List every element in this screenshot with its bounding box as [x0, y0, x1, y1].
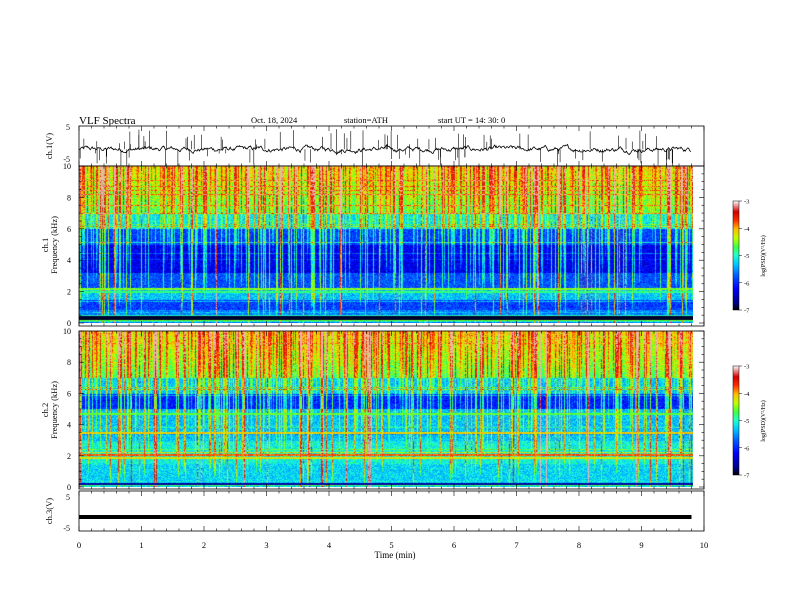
- ch1-colorbar: [732, 200, 740, 311]
- ch1-frame: [78, 125, 705, 167]
- ch2-spectrogram-canvas: [79, 331, 693, 487]
- ch3-ticks: [78, 491, 705, 531]
- ch2-colorbar-ticks: -3 -4 -5 -6 -7: [739, 364, 750, 480]
- ch1-spectrogram-ticks: [78, 165, 705, 326]
- time-tick-label: 4: [327, 540, 332, 550]
- time-tick-label: 6: [452, 540, 456, 550]
- colorbar-tick-label: -7: [744, 473, 750, 480]
- ch1-ylabel: ch.1(V): [44, 133, 54, 159]
- ch1-colorbar-label: log(PSD)(V²/Hz): [760, 235, 767, 276]
- ch1-ticks: [78, 126, 705, 166]
- time-tick-label: 1: [139, 540, 143, 550]
- ch2-spectrogram-ticks: [78, 330, 705, 489]
- colorbar-tick-label: -3: [744, 199, 749, 206]
- ch1-spectrogram-canvas: [79, 166, 693, 323]
- frequency-tick-label: 2: [67, 288, 71, 297]
- ch1-colorbar-ticks: -3 -4 -5 -6 -7: [739, 199, 750, 315]
- figure-title: VLF Spectra: [79, 115, 136, 127]
- time-tick-label: 8: [577, 540, 581, 550]
- frequency-tick-label: 8: [67, 358, 71, 367]
- station-label: station=ATH: [344, 115, 388, 125]
- ch2-spectrogram-ylabel-line1: ch.2: [40, 403, 50, 417]
- frequency-tick-label: 10: [63, 162, 71, 171]
- ch1-spectrogram-ylabel-line2: Frequency (kHz): [49, 216, 59, 274]
- frequency-tick-label: 4: [67, 256, 71, 265]
- start-time-label: start UT = 14: 30: 0: [438, 115, 505, 125]
- time-tick-label: 9: [639, 540, 643, 550]
- date-label: Oct. 18, 2024: [251, 115, 298, 125]
- frequency-tick-label: 4: [67, 421, 71, 430]
- time-tick-label: 0: [77, 540, 81, 550]
- time-tick-label: 5: [389, 540, 393, 550]
- time-axis-label: Time (min): [375, 550, 416, 560]
- ch2-colorbar: [732, 365, 740, 476]
- frequency-tick-label: 2: [67, 452, 71, 461]
- frequency-tick-label: 6: [67, 225, 71, 234]
- time-tick-label: 3: [264, 540, 268, 550]
- ch1-ytick-top: 5: [66, 123, 70, 132]
- colorbar-tick-label: -4: [744, 391, 750, 398]
- colorbar-tick-label: -5: [744, 418, 749, 425]
- frequency-tick-label: 10: [63, 327, 71, 336]
- colorbar-tick-label: -4: [744, 226, 750, 233]
- colorbar-tick-label: -7: [744, 308, 750, 315]
- ch3-ytick-top: 5: [66, 493, 70, 502]
- frequency-tick-label: 6: [67, 389, 71, 398]
- frequency-tick-label: 0: [67, 319, 71, 328]
- ch1-spikes: [79, 129, 673, 169]
- colorbar-tick-label: -5: [744, 253, 749, 260]
- time-tick-label: 7: [514, 540, 518, 550]
- ch2-frequency-tick-labels: 0 2 4 6 8 10: [63, 327, 71, 492]
- ch1-ytick-bottom: -5: [63, 155, 70, 164]
- frequency-tick-label: 0: [67, 483, 71, 492]
- frequency-tick-label: 8: [67, 193, 71, 202]
- colorbar-tick-label: -3: [744, 364, 749, 371]
- ch1-spectrogram-ylabel-line1: ch.1: [40, 238, 50, 252]
- ch3-timeseries-panel: 5 -5 ch.3(V): [44, 490, 705, 533]
- colorbar-tick-label: -6: [744, 280, 750, 287]
- time-tick-label: 2: [202, 540, 206, 550]
- time-axis-tick-labels: 0 1 2 3 4 5 6 7 8 9 10: [77, 540, 708, 550]
- ch2-colorbar-label: log(PSD)(V²/Hz): [760, 400, 767, 441]
- ch2-spectrogram-ylabel-line2: Frequency (kHz): [49, 381, 59, 439]
- ch1-frequency-tick-labels: 0 2 4 6 8 10: [63, 162, 71, 328]
- ch3-trace: [79, 515, 692, 519]
- ch1-timeseries-panel: 5 -5 ch.1(V): [44, 123, 705, 169]
- ch3-ylabel: ch.3(V): [44, 498, 54, 524]
- time-tick-label: 10: [700, 540, 709, 550]
- ch3-frame: [78, 490, 705, 532]
- ch3-ytick-bottom: -5: [63, 524, 70, 533]
- colorbar-tick-label: -6: [744, 445, 750, 452]
